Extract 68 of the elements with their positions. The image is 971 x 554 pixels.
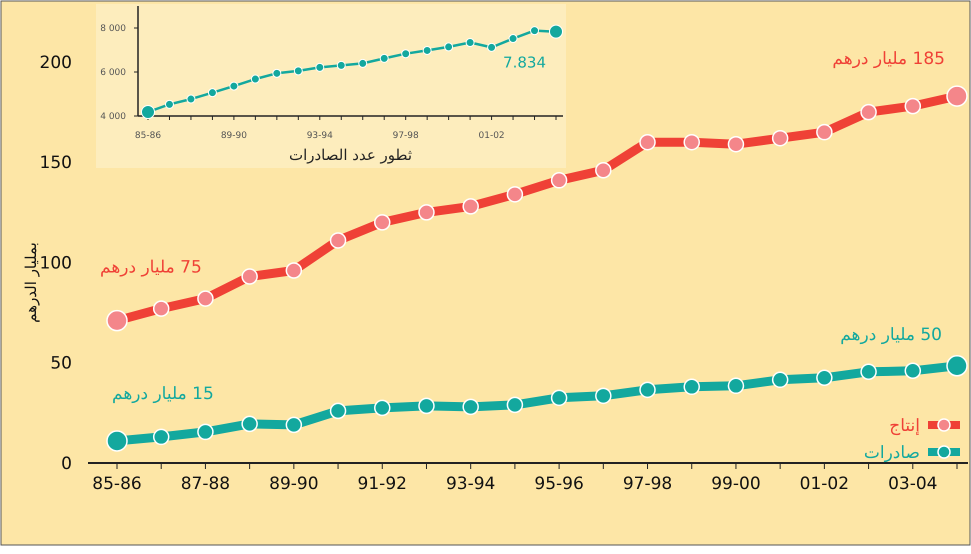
point: [152, 428, 170, 446]
y-tick-label: 6 000: [100, 68, 126, 78]
x-tick-label: 01-02: [800, 474, 850, 494]
x-tick-label: 89-90: [220, 131, 248, 141]
point: [444, 42, 454, 52]
point: [508, 34, 518, 44]
point: [860, 364, 877, 380]
x-tick-label: 85-86: [134, 131, 162, 141]
point: [466, 38, 475, 48]
y-tick-label: 200: [40, 52, 72, 73]
annotation: 75 مليار درهم: [100, 258, 202, 278]
legend-label: إنتاج: [889, 416, 920, 436]
point: [816, 370, 833, 386]
point: [315, 62, 324, 72]
y-axis-title: بمليار الدرهم: [22, 242, 40, 323]
y-tick-label: 150: [40, 153, 72, 174]
legend-label: صادرات: [864, 443, 920, 463]
x-tick-label: 01-02: [478, 131, 505, 141]
y-tick-label: 0: [61, 454, 72, 474]
point: [241, 416, 258, 432]
point: [595, 388, 612, 404]
y-tick-label: 4 000: [100, 112, 126, 122]
annotation: 50 مليار درهم: [840, 324, 942, 345]
x-tick-label: 97-98: [392, 131, 420, 141]
point: [294, 66, 303, 76]
x-tick-label: 85-86: [92, 474, 142, 494]
point: [374, 400, 391, 416]
point: [208, 88, 217, 98]
point: [380, 54, 389, 63]
x-tick-label: 99-00: [711, 474, 761, 494]
annotation: 185 مليار درهم: [832, 49, 945, 70]
point: [229, 82, 238, 91]
point: [772, 372, 788, 388]
point: [904, 362, 922, 380]
y-tick-label: 50: [50, 354, 72, 374]
point: [506, 396, 524, 414]
annotation: 15 مليار درهم: [112, 384, 214, 404]
point: [639, 382, 656, 398]
point: [530, 26, 540, 36]
point: [487, 42, 496, 52]
y-tick-label: 8 000: [100, 24, 126, 34]
point: [401, 49, 410, 58]
y-tick-label: 100: [40, 253, 72, 274]
point: [683, 378, 700, 396]
x-tick-label: 91-92: [358, 474, 407, 494]
annotation: 7.834: [503, 54, 546, 72]
x-tick-label: 95-96: [534, 474, 584, 494]
point: [422, 46, 432, 55]
x-axis-title: ثطور عدد الصادرات: [288, 146, 412, 164]
x-tick-label: 89-90: [269, 474, 319, 494]
point: [462, 398, 479, 416]
point: [418, 398, 435, 414]
point: [197, 424, 214, 440]
x-tick-label: 97-98: [622, 474, 672, 494]
point: [330, 402, 346, 420]
x-tick-label: 87-88: [180, 474, 230, 494]
point: [250, 74, 260, 84]
x-tick-label: 93-94: [306, 131, 334, 141]
point: [186, 94, 196, 104]
x-tick-label: 03-04: [888, 474, 938, 494]
point: [358, 58, 368, 68]
x-tick-label: 93-94: [446, 474, 496, 494]
point: [272, 68, 282, 78]
point: [550, 390, 568, 406]
point: [164, 100, 174, 109]
point: [336, 60, 346, 70]
point: [728, 378, 744, 394]
point: [286, 416, 302, 434]
